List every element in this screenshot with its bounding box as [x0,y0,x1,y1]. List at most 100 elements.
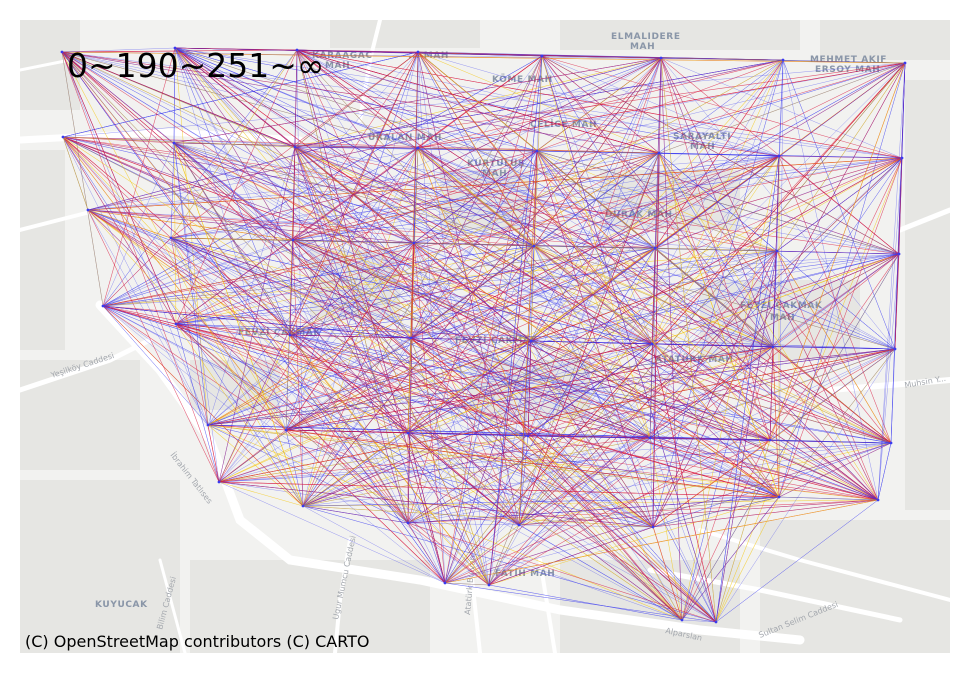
flow-line [87,209,717,623]
flow-line [302,496,780,507]
flow-line [173,142,446,584]
flow-line [218,437,651,483]
flow-line [174,47,879,501]
flow-line [444,62,906,584]
flow-node [293,145,297,149]
flow-line [444,582,490,586]
flow-line [681,619,717,623]
flow-line [536,150,653,345]
flow-line [175,323,529,437]
flow-line [715,496,780,623]
flow-line [174,47,490,586]
flow-line [207,424,780,498]
flow-line [61,51,651,439]
flow-line [302,437,651,507]
flow-line [536,150,879,501]
flow-line [652,152,660,528]
flow-line [444,499,879,584]
flow-line [533,245,879,501]
flow-line [173,142,177,325]
flow-line [782,59,879,501]
flow-line [87,152,660,211]
flow-line [294,62,906,148]
flow-line [173,142,294,241]
flow-node [900,156,904,160]
flow-line [890,62,906,444]
flow-line [536,150,683,621]
flow-line [218,429,287,483]
flow-line [778,59,784,498]
flow-line [407,496,780,524]
flow-node [650,342,654,346]
flow-line [173,142,304,507]
flow-line [173,142,892,444]
flow-line [174,47,535,247]
flow-line [175,323,490,586]
flow-line [62,136,490,586]
flow-line [289,51,419,336]
flow-line [769,439,879,501]
flow-line [207,247,656,426]
flow-line [102,245,535,307]
flow-line [294,146,409,524]
flow-line [407,432,446,584]
flow-line [87,62,906,211]
flow-line [649,437,717,623]
flow-line [62,136,287,431]
flow-line [417,62,906,149]
flow-line [715,348,896,623]
flow-line [782,59,896,350]
flow-line [61,51,175,144]
flow-line [62,136,304,507]
flow-node [517,523,521,527]
flow-line [294,57,662,148]
flow-line [407,522,683,621]
flow-line [296,49,900,255]
flow-line [518,152,660,526]
flow-line [207,253,900,426]
flow-line [289,245,535,336]
flow-line [444,155,780,584]
flow-line [61,51,419,149]
flow-line [175,51,419,325]
district-label: ÜRALAN MAH [368,132,442,143]
flow-line [649,346,774,439]
flow-line [102,305,446,584]
flow-line [102,147,419,307]
flow-line [170,237,490,586]
map-panel[interactable]: ELMALIDERE MAH MEHMET AKIF ERSOY MAH KAR… [20,20,950,653]
flow-node [889,441,893,445]
flow-node [172,141,176,145]
flow-line [61,51,538,152]
flow-line [541,55,900,255]
flow-line [778,496,879,501]
flow-line [407,250,778,434]
flow-node [416,146,420,150]
flow-line [285,429,304,507]
flow-line [407,432,520,526]
flow-line [294,146,879,501]
flow-line [102,305,304,507]
flow-line [62,136,654,528]
flow-line [444,250,778,584]
flow-node [173,46,177,50]
flow-line [292,239,774,348]
flow-line [292,49,298,241]
flow-line [302,442,892,507]
flow-line [218,481,654,528]
flow-line [533,245,654,528]
flow-line [488,150,538,586]
flow-node [680,618,684,622]
flow-node [775,249,779,253]
flow-line [174,47,780,498]
flow-line [61,51,104,307]
flow-line [533,155,780,247]
flow-line [87,209,409,524]
flow-node [777,495,781,499]
flow-line [62,62,906,138]
flow-line [174,47,409,524]
flow-line [102,57,662,307]
flow-line [62,136,892,444]
flow-line [207,348,896,426]
flow-line [541,55,660,154]
